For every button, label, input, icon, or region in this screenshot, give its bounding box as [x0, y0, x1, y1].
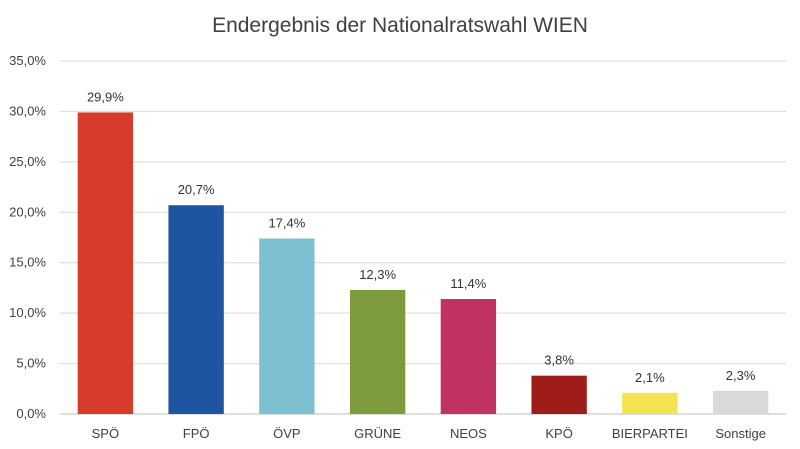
data-label: 20,7% — [178, 182, 215, 197]
y-tick-label: 0,0% — [16, 406, 46, 421]
bar-sonstige — [712, 390, 769, 414]
category-label: SPÖ — [92, 426, 119, 441]
category-label: NEOS — [450, 426, 487, 441]
y-tick-label: 20,0% — [9, 204, 46, 219]
data-label: 2,1% — [635, 370, 665, 385]
data-label: 11,4% — [450, 276, 486, 291]
category-label: Sonstige — [715, 426, 766, 441]
y-tick-label: 15,0% — [9, 255, 46, 270]
category-label: ÖVP — [273, 426, 300, 441]
labels: 0,0% 5,0% 10,0% 15,0% 20,0% 25,0% 30,0% 35,0% 29… — [9, 53, 766, 441]
data-label: 29,9% — [87, 89, 124, 104]
data-label: 3,8% — [544, 353, 574, 368]
category-label: KPÖ — [545, 426, 572, 441]
y-tick-label: 25,0% — [9, 154, 46, 169]
category-label: FPÖ — [183, 426, 210, 441]
bar-bierpartei — [622, 392, 678, 414]
bar-grüne — [349, 289, 406, 414]
bar-spö — [77, 112, 134, 415]
y-tick-label: 35,0% — [9, 53, 46, 68]
category-label: BIERPARTEI — [612, 426, 688, 441]
y-tick-label: 5,0% — [16, 356, 46, 371]
y-tick-label: 10,0% — [9, 305, 46, 320]
bar-fpö — [168, 205, 224, 414]
data-label: 17,4% — [268, 216, 305, 231]
data-label: 2,3% — [726, 368, 756, 383]
y-tick-label: 30,0% — [9, 103, 46, 118]
bar-övp — [259, 238, 315, 414]
bars — [77, 112, 769, 415]
chart-title: Endergebnis der Nationalratswahl WIEN — [212, 14, 588, 37]
category-label: GRÜNE — [354, 426, 401, 441]
data-label: 12,3% — [359, 267, 396, 282]
bar-kpö — [531, 375, 587, 414]
bar-neos — [440, 299, 497, 414]
